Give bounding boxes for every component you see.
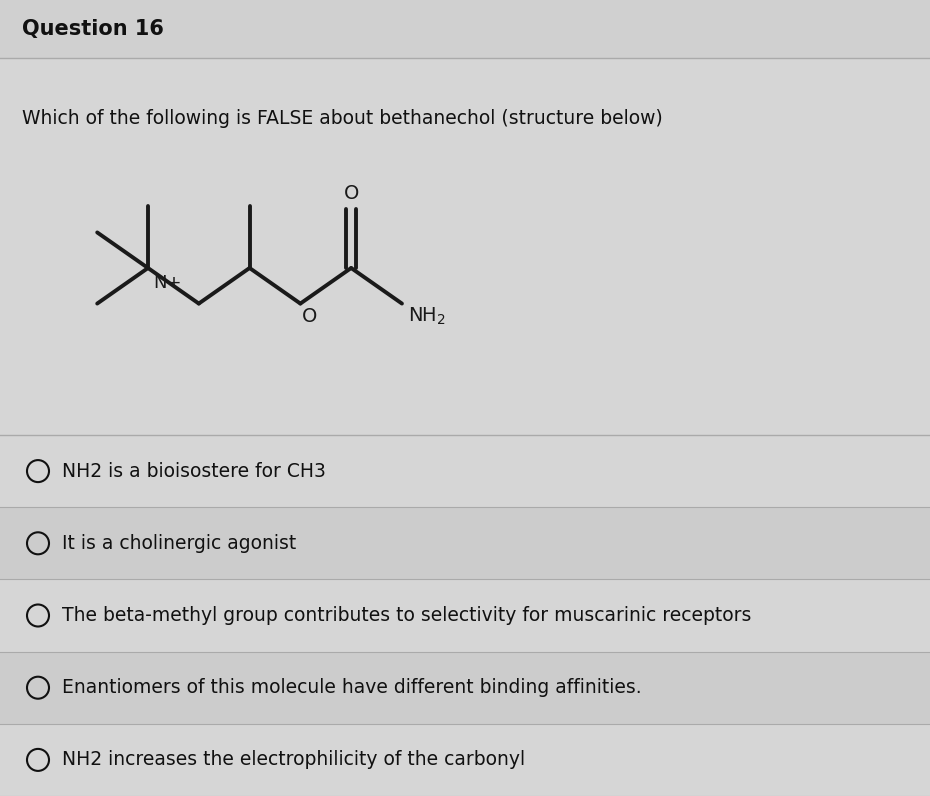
Text: Enantiomers of this molecule have different binding affinities.: Enantiomers of this molecule have differ… <box>62 678 642 697</box>
Text: NH2 increases the electrophilicity of the carbonyl: NH2 increases the electrophilicity of th… <box>62 751 525 770</box>
Bar <box>0 0 930 58</box>
Text: N+: N+ <box>153 274 181 292</box>
Text: NH$_2$: NH$_2$ <box>408 306 445 327</box>
Text: NH2 is a bioisostere for CH3: NH2 is a bioisostere for CH3 <box>62 462 326 481</box>
Bar <box>0 579 930 652</box>
Text: Which of the following is FALSE about bethanechol (structure below): Which of the following is FALSE about be… <box>22 108 663 127</box>
Bar <box>0 435 930 507</box>
Bar <box>0 507 930 579</box>
Text: O: O <box>302 306 318 326</box>
Text: The beta-methyl group contributes to selectivity for muscarinic receptors: The beta-methyl group contributes to sel… <box>62 606 751 625</box>
Text: Question 16: Question 16 <box>22 19 164 39</box>
Text: O: O <box>343 184 359 203</box>
Bar <box>0 652 930 724</box>
Text: It is a cholinergic agonist: It is a cholinergic agonist <box>62 534 297 552</box>
Bar <box>0 724 930 796</box>
